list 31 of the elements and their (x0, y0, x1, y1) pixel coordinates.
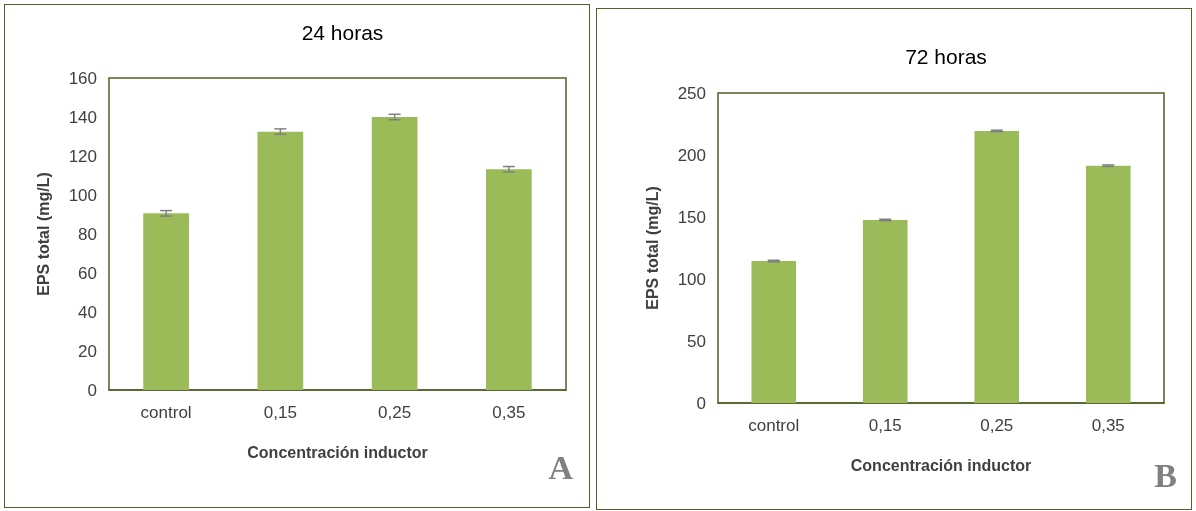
y-tick-label: 100 (68, 185, 97, 205)
x-axis-title: Concentración inductor (247, 443, 428, 461)
y-tick-label: 140 (68, 107, 97, 127)
y-tick-label: 250 (677, 83, 706, 103)
y-tick-label: 20 (78, 341, 97, 361)
x-tick-label: 0,25 (378, 403, 412, 422)
chart-title: 24 horas (301, 21, 384, 44)
x-axis-title: Concentración inductor (850, 456, 1032, 474)
x-tick-label: control (748, 416, 800, 435)
y-tick-label: 40 (78, 302, 97, 322)
x-tick-label: 0,15 (868, 416, 902, 435)
y-tick-label: 60 (78, 263, 97, 283)
y-tick-label: 200 (677, 145, 706, 165)
y-axis-title: EPS total (mg/L) (643, 186, 661, 310)
chart-title: 72 horas (905, 45, 987, 68)
text: A (548, 449, 573, 487)
y-tick-label: 100 (677, 269, 706, 289)
y-tick-label: 50 (687, 331, 706, 351)
y-tick-label: 120 (68, 146, 97, 166)
x-tick-label: 0,35 (492, 403, 526, 422)
y-axis-title: EPS total (mg/L) (34, 172, 52, 296)
text: B (1154, 457, 1177, 495)
x-tick-label: 0,15 (263, 403, 297, 422)
x-tick-label: control (140, 403, 192, 422)
y-tick-label: 150 (677, 207, 706, 227)
y-tick-label: 80 (78, 224, 97, 244)
x-tick-label: 0,35 (1091, 416, 1125, 435)
y-tick-label: 160 (68, 68, 97, 88)
x-tick-label: 0,25 (980, 416, 1014, 435)
y-tick-label: 0 (696, 393, 706, 413)
y-tick-label: 0 (87, 380, 97, 400)
